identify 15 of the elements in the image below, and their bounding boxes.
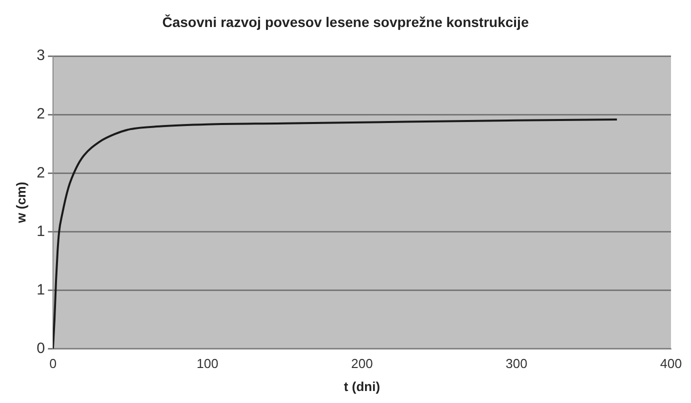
x-tick-label: 100 (196, 356, 218, 372)
y-tick-label: 1 (36, 222, 45, 240)
y-axis-title: w (cm) (13, 182, 28, 224)
line-series (52, 118, 618, 349)
y-tick-label: 2 (36, 106, 45, 123)
y-tick-label: 2 (36, 164, 45, 182)
x-tick-label: 300 (506, 356, 528, 372)
x-axis-title: t (dni) (344, 378, 380, 394)
y-tick-label: 0 (36, 340, 45, 357)
chart-title: Časovni razvoj povesov lesene sovprežne konstrukcije (161, 13, 530, 32)
y-tick-label: 1 (36, 281, 45, 298)
x-tick-label: 200 (351, 356, 373, 372)
y-tick-label: 3 (36, 47, 45, 64)
x-tick-label: 0 (49, 356, 57, 372)
x-tick-label: 400 (660, 356, 682, 372)
